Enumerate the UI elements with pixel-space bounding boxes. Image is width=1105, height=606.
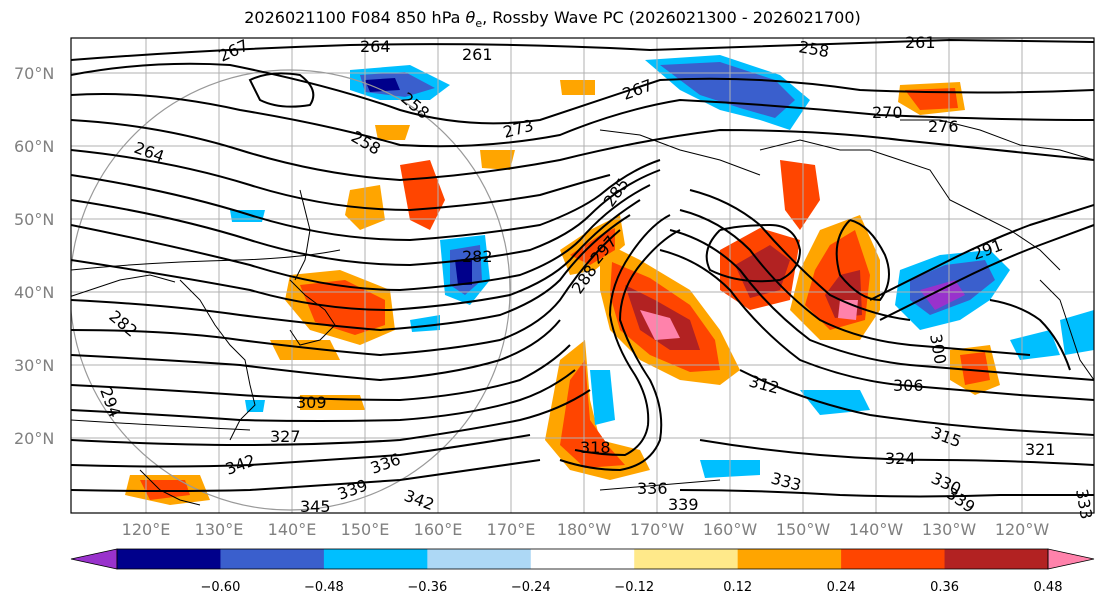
contour-label: 264 (360, 37, 391, 56)
lat-tick-label: 60°N (14, 137, 54, 156)
lon-tick-label: 130°W (922, 520, 977, 539)
colorbar-frame (116, 548, 1049, 570)
lon-tick-label: 140°E (268, 520, 317, 539)
colorbar-tick-label: −0.24 (511, 580, 551, 595)
theta-e-contours (71, 38, 1094, 498)
lon-tick-label: 120°E (122, 520, 171, 539)
contour-label: 309 (296, 393, 327, 412)
contour-label: 321 (1025, 440, 1056, 459)
graticule (71, 38, 1094, 513)
colorbar-segment (634, 549, 739, 569)
contour-label: 324 (885, 449, 916, 468)
contour-label: 276 (928, 117, 959, 136)
colorbar-tick-label: 0.36 (930, 580, 959, 595)
map-title: 2026021100 F084 850 hPa θe, Rossby Wave … (244, 8, 861, 31)
contour-label: 261 (462, 45, 493, 64)
colorbar: −0.60 −0.48 −0.36 −0.24 −0.12 0.12 0.24 0.36 0.4… (70, 548, 1095, 595)
lat-tick-label: 40°N (14, 283, 54, 302)
lon-tick-label: 130°E (195, 520, 244, 539)
colorbar-tick-label: −0.48 (304, 580, 344, 595)
contour-label: 282 (462, 247, 493, 266)
map-panel (71, 38, 1094, 513)
map-frame (70, 37, 1095, 514)
lon-tick-label: 170°E (487, 520, 536, 539)
contour-label: 270 (872, 103, 903, 122)
contour-label: 327 (270, 427, 301, 446)
lon-tick-label: 170°W (630, 520, 685, 539)
colorbar-max-extend (1047, 548, 1095, 570)
colorbar-tick-label: −0.12 (614, 580, 654, 595)
lat-axis: 70°N 60°N 50°N 40°N 30°N 20°N (14, 64, 54, 448)
lat-tick-label: 50°N (14, 210, 54, 229)
contour-label: 336 (637, 479, 668, 498)
colorbar-tick-label: −0.36 (407, 580, 447, 595)
lon-tick-label: 150°E (341, 520, 390, 539)
lon-tick-label: 120°W (995, 520, 1050, 539)
lon-tick-label: 160°W (703, 520, 758, 539)
lon-tick-label: 160°E (414, 520, 463, 539)
contour-label: 345 (300, 497, 331, 516)
colorbar-segments (117, 549, 1049, 569)
lon-tick-label: 140°W (849, 520, 904, 539)
colorbar-segment (530, 549, 635, 569)
colorbar-min-extend (70, 548, 118, 570)
colorbar-tick-label: −0.60 (201, 580, 241, 595)
colorbar-segment (841, 549, 946, 569)
colorbar-tick-label: 0.48 (1034, 580, 1063, 595)
contour-label: 318 (580, 438, 611, 457)
lon-tick-label: 180°W (557, 520, 612, 539)
lat-tick-label: 70°N (14, 64, 54, 83)
thin-contours (71, 249, 721, 491)
contour-label: 333 (1072, 487, 1096, 520)
colorbar-segment (737, 549, 842, 569)
colorbar-segment (220, 549, 325, 569)
lat-tick-label: 20°N (14, 429, 54, 448)
lon-axis: 120°E 130°E 140°E 150°E 160°E 170°E 180°… (122, 520, 1050, 539)
contour-label: 306 (893, 376, 924, 395)
reference-circle (71, 69, 511, 511)
contour-label: 261 (905, 33, 936, 52)
lat-tick-label: 30°N (14, 356, 54, 375)
lon-tick-label: 150°W (776, 520, 831, 539)
colorbar-segment (944, 549, 1049, 569)
colorbar-tick-label: 0.12 (723, 580, 752, 595)
colorbar-tick-label: 0.24 (827, 580, 856, 595)
colorbar-segment (323, 549, 428, 569)
colorbar-segment (117, 549, 221, 569)
colorbar-tick-labels: −0.60 −0.48 −0.36 −0.24 −0.12 0.12 0.24 0.36 0.4… (201, 580, 1063, 595)
colorbar-segment (427, 549, 532, 569)
contour-label: 339 (668, 495, 699, 514)
